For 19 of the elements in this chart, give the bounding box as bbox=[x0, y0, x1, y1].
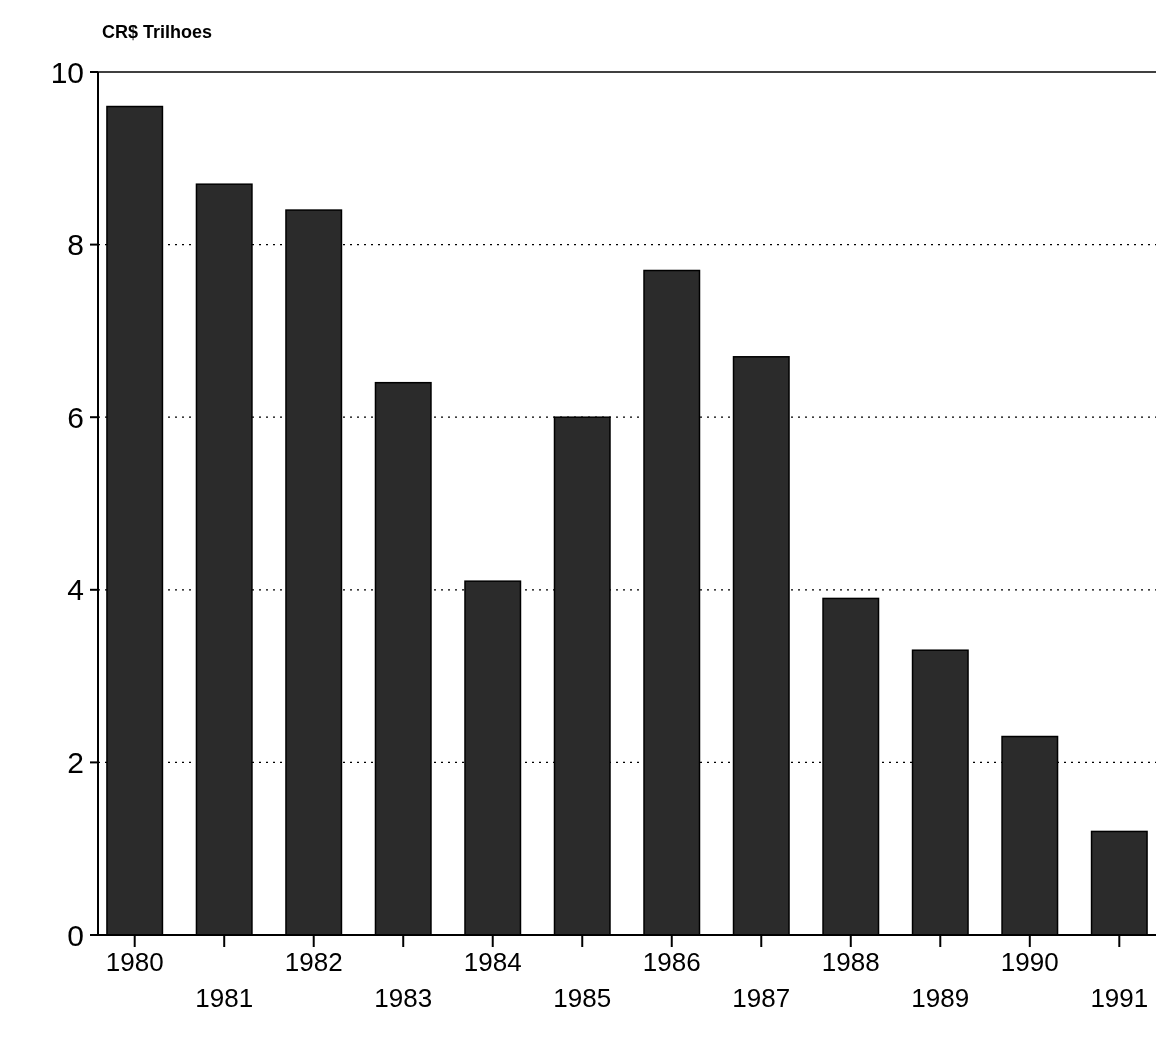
x-tick-label: 1981 bbox=[195, 983, 254, 1013]
x-tick-label: 1990 bbox=[1000, 947, 1059, 977]
y-tick-label: 10 bbox=[50, 55, 84, 89]
y-tick-label: 6 bbox=[67, 400, 84, 434]
x-tick-label: 1980 bbox=[105, 947, 164, 977]
x-tick-label: 1984 bbox=[463, 947, 522, 977]
y-tick-label: 2 bbox=[67, 745, 84, 779]
y-axis-title: CR$ Trilhoes bbox=[102, 22, 213, 42]
x-tick-label: 1982 bbox=[284, 947, 343, 977]
x-tick-label: 1985 bbox=[553, 983, 612, 1013]
x-tick-label: 1989 bbox=[911, 983, 970, 1013]
y-tick-label: 0 bbox=[67, 918, 84, 952]
y-tick-label: 8 bbox=[67, 228, 84, 262]
x-tick-label: 1988 bbox=[821, 947, 880, 977]
x-tick-label: 1991 bbox=[1090, 983, 1149, 1013]
y-tick-label: 4 bbox=[67, 573, 84, 607]
x-tick-label: 1987 bbox=[732, 983, 791, 1013]
x-tick-label: 1986 bbox=[642, 947, 701, 977]
x-tick-label: 1983 bbox=[374, 983, 433, 1013]
